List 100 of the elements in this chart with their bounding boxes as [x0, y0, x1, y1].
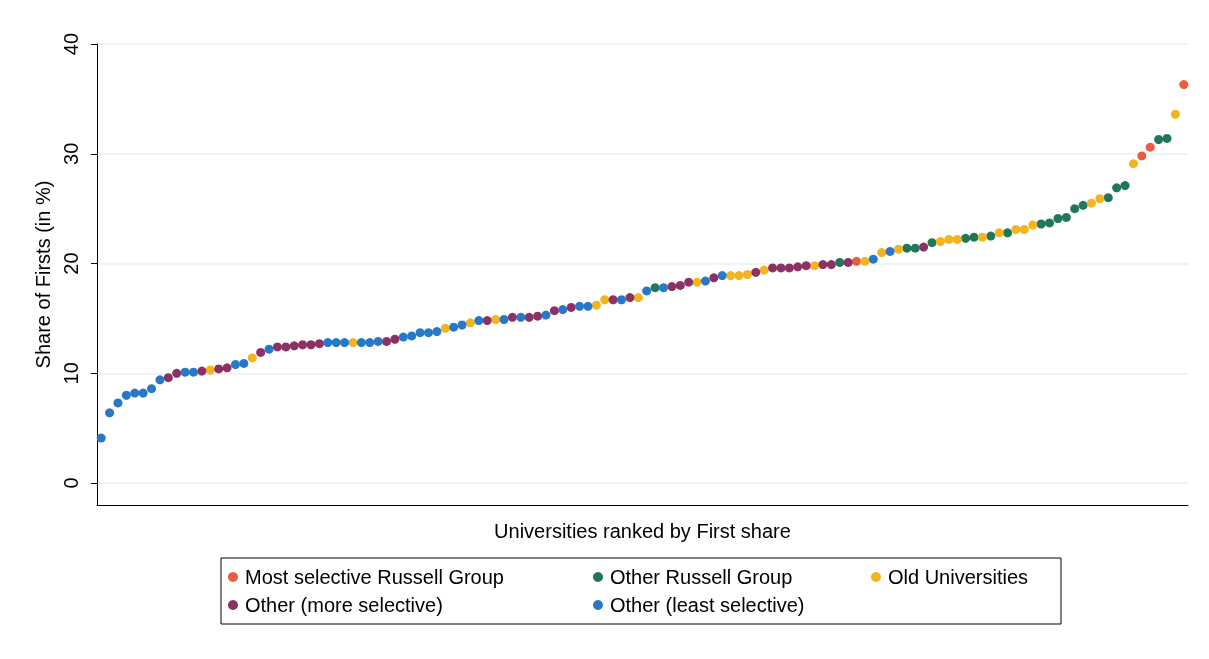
- point: [969, 232, 979, 242]
- point: [289, 341, 299, 351]
- point: [625, 293, 635, 303]
- point: [147, 384, 157, 394]
- point: [885, 246, 895, 256]
- point: [331, 338, 341, 348]
- point: [323, 338, 333, 348]
- point: [583, 301, 593, 311]
- point: [432, 327, 442, 337]
- point: [810, 261, 820, 271]
- y-tick-label: 40: [60, 32, 82, 56]
- point: [382, 336, 392, 346]
- point: [398, 332, 408, 342]
- point: [852, 256, 861, 266]
- point: [684, 277, 694, 287]
- point: [340, 338, 350, 348]
- point: [1053, 214, 1063, 224]
- legend-label: Other (more selective): [245, 594, 443, 616]
- point: [1179, 80, 1189, 90]
- point: [700, 276, 710, 286]
- point: [742, 270, 752, 279]
- point: [935, 237, 945, 247]
- point: [961, 233, 971, 243]
- point: [1154, 134, 1164, 144]
- point: [994, 228, 1004, 238]
- point: [281, 342, 291, 352]
- point: [1162, 133, 1172, 143]
- point: [264, 344, 274, 354]
- point: [172, 368, 182, 378]
- point: [558, 305, 568, 315]
- point: [222, 363, 232, 373]
- point: [440, 323, 450, 333]
- point: [658, 283, 668, 293]
- point: [826, 260, 836, 270]
- point: [1095, 194, 1105, 204]
- point: [860, 256, 870, 266]
- point: [1103, 193, 1113, 203]
- legend-label: Old Universities: [888, 566, 1029, 588]
- point: [1112, 183, 1122, 193]
- point: [491, 315, 501, 324]
- point: [1145, 142, 1155, 152]
- point: [256, 347, 266, 357]
- point: [675, 280, 685, 290]
- point: [633, 293, 643, 303]
- point: [239, 358, 249, 368]
- point: [298, 340, 308, 350]
- point: [1137, 151, 1147, 161]
- point: [516, 312, 526, 322]
- point: [1061, 212, 1071, 222]
- point: [835, 257, 845, 267]
- point: [843, 257, 853, 267]
- point: [1003, 228, 1013, 238]
- y-tick-label: 20: [60, 252, 82, 275]
- point: [365, 338, 375, 348]
- point: [533, 311, 543, 321]
- point: [944, 234, 954, 244]
- point: [449, 322, 459, 332]
- point: [197, 366, 207, 376]
- legend-label: Most selective Russell Group: [245, 566, 504, 588]
- point: [482, 316, 492, 326]
- point: [600, 295, 610, 305]
- point: [793, 262, 803, 272]
- point: [1019, 225, 1029, 234]
- point: [776, 263, 786, 273]
- point: [566, 302, 576, 312]
- point: [692, 277, 702, 287]
- point: [499, 315, 509, 324]
- point: [356, 338, 366, 348]
- point: [1087, 198, 1096, 208]
- point: [650, 283, 660, 293]
- point: [407, 331, 417, 341]
- point: [759, 265, 769, 275]
- point: [306, 340, 316, 350]
- point: [591, 300, 601, 310]
- point: [507, 312, 517, 322]
- point: [910, 243, 920, 253]
- point: [877, 248, 887, 258]
- point: [952, 234, 962, 244]
- point: [105, 408, 115, 418]
- point: [474, 316, 484, 326]
- point: [214, 364, 224, 374]
- point: [1170, 109, 1180, 119]
- point: [986, 231, 996, 241]
- legend-label: Other (least selective): [610, 594, 805, 616]
- point: [230, 360, 240, 369]
- point: [902, 243, 912, 253]
- point: [247, 353, 257, 363]
- point: [1070, 204, 1080, 214]
- point: [457, 320, 467, 330]
- point: [373, 336, 383, 346]
- point: [784, 263, 794, 273]
- point: [549, 306, 559, 316]
- point: [1128, 159, 1138, 169]
- point: [121, 390, 131, 400]
- point: [893, 244, 903, 254]
- point: [541, 310, 551, 320]
- y-tick-label: 0: [60, 477, 82, 489]
- point: [390, 334, 400, 344]
- point: [1120, 181, 1130, 191]
- point: [868, 254, 878, 264]
